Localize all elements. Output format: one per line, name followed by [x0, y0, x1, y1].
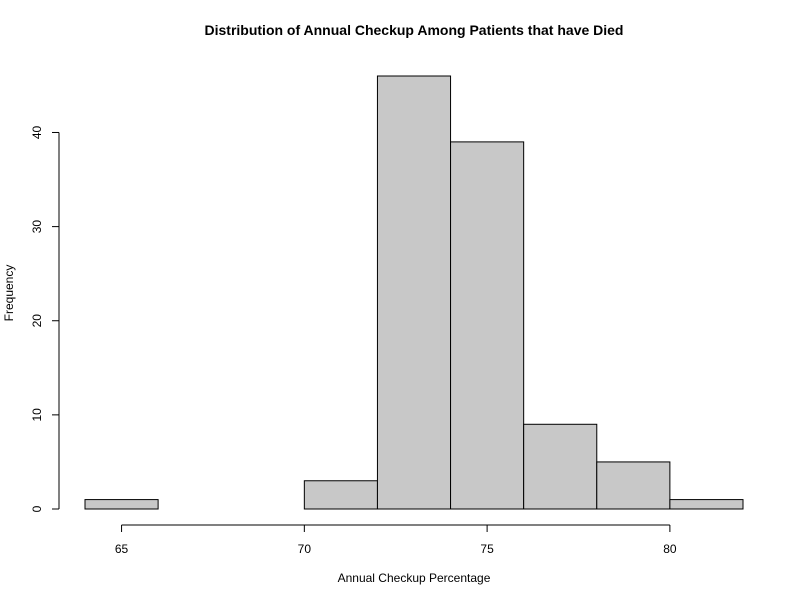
y-tick-label: 10	[30, 408, 44, 422]
x-tick-label: 70	[298, 542, 312, 556]
histogram-bar-64-66	[84, 499, 159, 510]
x-axis: 65 70 75 80	[115, 524, 677, 556]
histogram-bar-76-78	[523, 423, 598, 510]
histogram-bar-74-76	[450, 141, 525, 510]
histogram-bar-80-82	[669, 499, 744, 510]
bars-group	[84, 75, 744, 510]
histogram-bar-70-72	[303, 480, 378, 510]
x-tick-label: 75	[480, 542, 494, 556]
histogram-bar-78-80	[596, 461, 671, 510]
x-tick-label: 65	[115, 542, 129, 556]
chart-title: Distribution of Annual Checkup Among Pat…	[205, 22, 624, 38]
y-tick-label: 20	[30, 314, 44, 328]
y-axis: 0 10 20 30 40	[30, 125, 60, 512]
y-tick-label: 30	[30, 220, 44, 234]
x-axis-label: Annual Checkup Percentage	[338, 571, 491, 585]
y-tick-label: 40	[30, 125, 44, 139]
y-axis-label: Frequency	[2, 265, 16, 322]
histogram-bar-72-74	[376, 75, 452, 510]
y-tick-label: 0	[30, 505, 44, 512]
x-tick-label: 80	[663, 542, 677, 556]
